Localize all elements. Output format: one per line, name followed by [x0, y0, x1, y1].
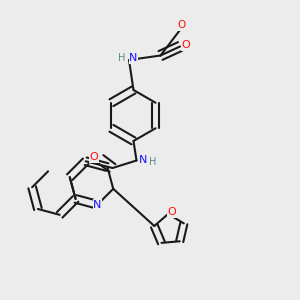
Text: N: N	[93, 200, 101, 210]
Text: O: O	[89, 152, 98, 163]
Text: O: O	[177, 20, 186, 31]
Text: H: H	[149, 157, 157, 167]
Text: H: H	[118, 53, 125, 64]
Text: N: N	[139, 155, 147, 165]
Text: O: O	[182, 40, 190, 50]
Text: N: N	[129, 53, 138, 64]
Text: O: O	[167, 208, 176, 218]
